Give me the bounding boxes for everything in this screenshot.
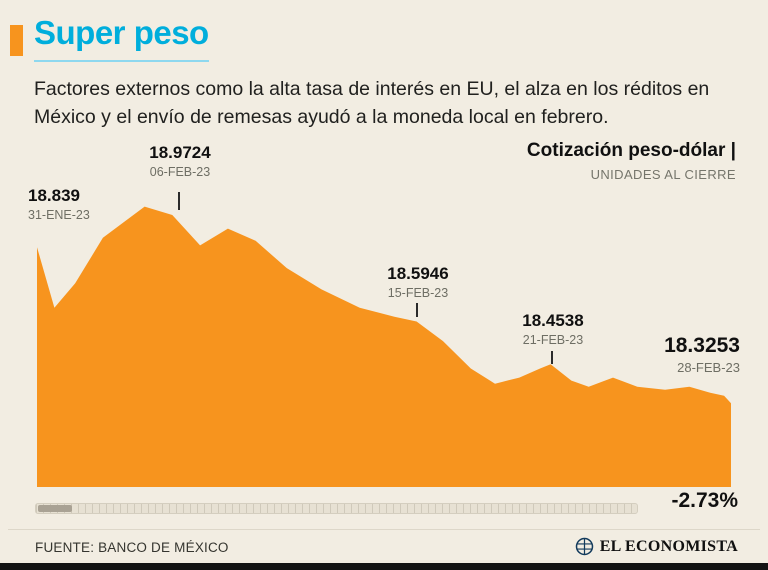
annotation-value: 18.3253 — [664, 334, 740, 357]
annotation-date: 15-FEB-23 — [387, 286, 449, 300]
description: Factores externos como la alta tasa de i… — [34, 78, 710, 128]
annotation-21feb: 18.4538 21-FEB-23 — [501, 311, 605, 347]
annotation-28feb: 18.3253 28-FEB-23 — [664, 334, 740, 375]
brand-name: EL ECONOMISTA — [599, 537, 738, 555]
annotation-tick — [551, 351, 553, 364]
annotation-value: 18.4538 — [522, 311, 584, 330]
chart-title-separator: | — [730, 140, 736, 161]
source-note: FUENTE: BANCO DE MÉXICO — [35, 540, 229, 555]
annotation-value: 18.839 — [28, 186, 80, 205]
annotation-15feb: 18.5946 15-FEB-23 — [366, 264, 470, 300]
chart-title: Cotización peso-dólar — [526, 140, 726, 161]
footer-divider — [8, 529, 760, 530]
title-accent-bar — [10, 25, 23, 56]
annotation-31ene: 18.839 31-ENE-23 — [28, 186, 90, 222]
change-percent: -2.73% — [671, 489, 738, 512]
chart-scrollbar[interactable] — [35, 503, 638, 514]
annotation-date: 21-FEB-23 — [522, 333, 584, 347]
area-shape — [37, 206, 731, 487]
annotation-date: 28-FEB-23 — [677, 360, 740, 375]
chart-subtitle: UNIDADES AL CIERRE — [590, 167, 736, 182]
annotation-tick — [178, 192, 180, 210]
scrollbar-handle[interactable] — [38, 505, 72, 512]
annotation-date: 31-ENE-23 — [28, 208, 90, 222]
page-title: Super peso — [34, 14, 209, 62]
annotation-value: 18.5946 — [387, 264, 449, 283]
brand-logo: EL ECONOMISTA — [575, 537, 738, 556]
chart-title-row: Cotización peso-dólar | — [527, 140, 736, 162]
annotation-date: 06-FEB-23 — [149, 165, 211, 179]
annotation-value: 18.9724 — [149, 143, 211, 162]
annotation-tick — [416, 303, 418, 317]
bottom-bar — [0, 563, 768, 570]
annotation-06feb: 18.9724 06-FEB-23 — [128, 143, 232, 179]
area-chart — [37, 206, 731, 487]
el-economista-globe-icon — [575, 537, 593, 556]
chart-header: Cotización peso-dólar | UNIDADES AL CIER… — [527, 140, 736, 182]
